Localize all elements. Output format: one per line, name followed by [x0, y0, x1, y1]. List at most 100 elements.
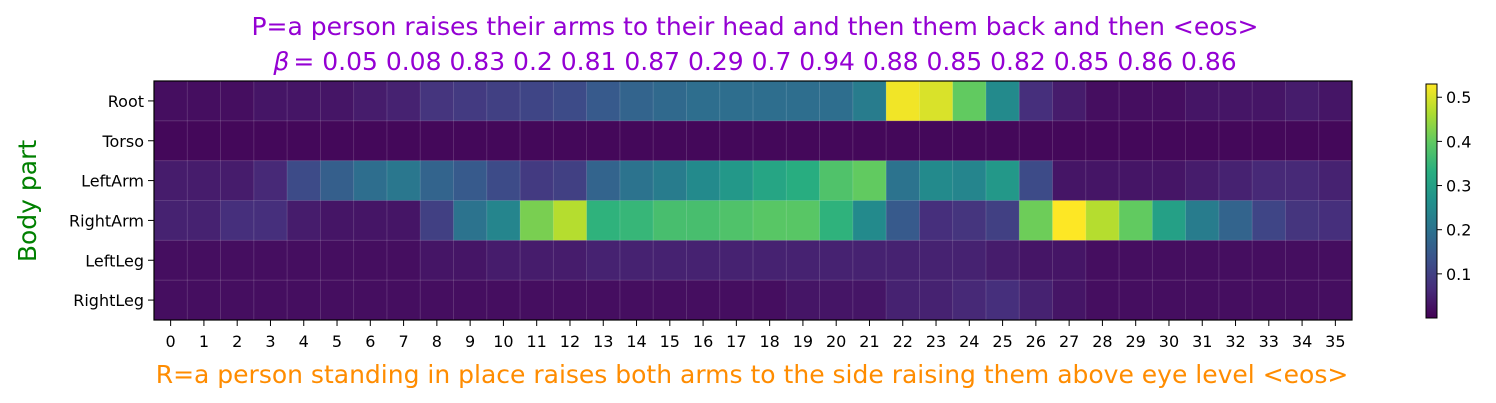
heatmap-cell	[1052, 240, 1087, 281]
heatmap-cell	[320, 200, 355, 241]
heatmap-cell	[1285, 81, 1320, 122]
heatmap-cell	[386, 200, 421, 241]
y-tick-labels: Root Torso LeftArm RightArm LeftLeg RightLeg	[69, 92, 154, 310]
heatmap-cell	[353, 200, 388, 241]
heatmap-cell	[1019, 240, 1053, 281]
heatmap-cell	[1152, 200, 1187, 241]
y-tick-label: RightArm	[69, 211, 144, 230]
heatmap-cell	[786, 200, 820, 241]
heatmap-cell	[1318, 200, 1353, 241]
heatmap-cell	[985, 200, 1020, 241]
heatmap-cell	[919, 240, 954, 281]
heatmap-cell	[1285, 240, 1320, 281]
heatmap-cell	[886, 240, 920, 281]
heatmap-cell	[786, 81, 820, 122]
heatmap-cell	[1019, 81, 1053, 122]
heatmap-cell	[1119, 160, 1153, 201]
heatmap-cell	[553, 81, 588, 122]
x-tick-label: 27	[1059, 332, 1079, 351]
heatmap-cell	[420, 240, 454, 281]
heatmap-cell	[420, 120, 454, 162]
heatmap-cell	[1218, 240, 1253, 281]
heatmap-cell	[1252, 280, 1286, 321]
x-tick-label: 22	[893, 332, 913, 351]
heatmap-cell	[819, 280, 854, 321]
heatmap-cell	[653, 81, 687, 122]
heatmap-cell	[819, 120, 854, 162]
heatmap-cell	[1052, 200, 1087, 241]
heatmap-cell	[553, 200, 588, 241]
heatmap-cell	[187, 280, 221, 321]
heatmap-cell	[786, 160, 820, 201]
heatmap-cell	[952, 280, 987, 321]
heatmap-cell	[719, 120, 754, 162]
heatmap-cell	[985, 160, 1020, 201]
heatmap-cell	[287, 280, 321, 321]
x-tick-label: 18	[759, 332, 779, 351]
heatmap-cell	[1218, 81, 1253, 122]
heatmap-cell	[619, 200, 654, 241]
heatmap-cell	[154, 160, 188, 201]
heatmap-cell	[952, 81, 987, 122]
heatmap-cell	[1085, 160, 1120, 201]
x-tick-label: 33	[1259, 332, 1279, 351]
heatmap-cell	[686, 240, 721, 281]
heatmap-cell	[653, 200, 687, 241]
heatmap-cell	[786, 120, 820, 162]
heatmap-cell	[952, 120, 987, 162]
colorbar	[1425, 83, 1438, 319]
heatmap-cell	[187, 160, 221, 201]
heatmap-cell	[1185, 81, 1220, 122]
heatmap-cell	[486, 81, 521, 122]
heatmap-cell	[686, 81, 721, 122]
heatmap-cell	[154, 81, 188, 122]
heatmap-cell	[453, 81, 488, 122]
heatmap-cell	[253, 81, 288, 122]
heatmap-cell	[952, 200, 987, 241]
chart-title-line1: P=a person raises their arms to their he…	[251, 12, 1258, 41]
heatmap-cell	[353, 160, 388, 201]
heatmap-cell	[486, 280, 521, 321]
heatmap-cell	[753, 160, 787, 201]
heatmap-cell	[985, 240, 1020, 281]
heatmap-cell	[919, 160, 954, 201]
x-tick-label: 29	[1126, 332, 1146, 351]
x-tick-label: 13	[593, 332, 613, 351]
heatmap-cell	[520, 120, 554, 162]
heatmap-cell	[686, 160, 721, 201]
heatmap-cell	[985, 120, 1020, 162]
heatmap-cells	[154, 81, 1353, 321]
heatmap-cell	[852, 81, 887, 122]
chart-title-line2: β = 0.05 0.08 0.83 0.2 0.81 0.87 0.29 0.7…	[272, 47, 1236, 76]
heatmap-cell	[1152, 240, 1187, 281]
heatmap-cell	[386, 120, 421, 162]
heatmap-cell	[520, 280, 554, 321]
heatmap-cell	[753, 200, 787, 241]
heatmap-cell	[287, 120, 321, 162]
heatmap-cell	[486, 200, 521, 241]
x-tick-label: 7	[398, 332, 408, 351]
x-tick-label: 17	[726, 332, 746, 351]
x-tick-label: 35	[1325, 332, 1345, 351]
heatmap-cell	[886, 160, 920, 201]
heatmap-cell	[686, 200, 721, 241]
heatmap-cell	[154, 280, 188, 321]
x-tick-label: 31	[1192, 332, 1212, 351]
heatmap-cell	[1052, 120, 1087, 162]
heatmap-cell	[619, 120, 654, 162]
x-tick-label: 20	[826, 332, 846, 351]
heatmap-cell	[886, 200, 920, 241]
heatmap-cell	[886, 81, 920, 122]
heatmap-cell	[187, 81, 221, 122]
heatmap-cell	[1185, 240, 1220, 281]
heatmap-cell	[253, 160, 288, 201]
y-tick-label: RightLeg	[73, 291, 144, 310]
heatmap-cell	[819, 200, 854, 241]
heatmap-cell	[619, 280, 654, 321]
heatmap-cell	[520, 160, 554, 201]
y-tick-label: Root	[108, 92, 144, 111]
heatmap-cell	[686, 280, 721, 321]
heatmap-cell	[1218, 120, 1253, 162]
heatmap-cell	[486, 240, 521, 281]
heatmap-cell	[985, 280, 1020, 321]
